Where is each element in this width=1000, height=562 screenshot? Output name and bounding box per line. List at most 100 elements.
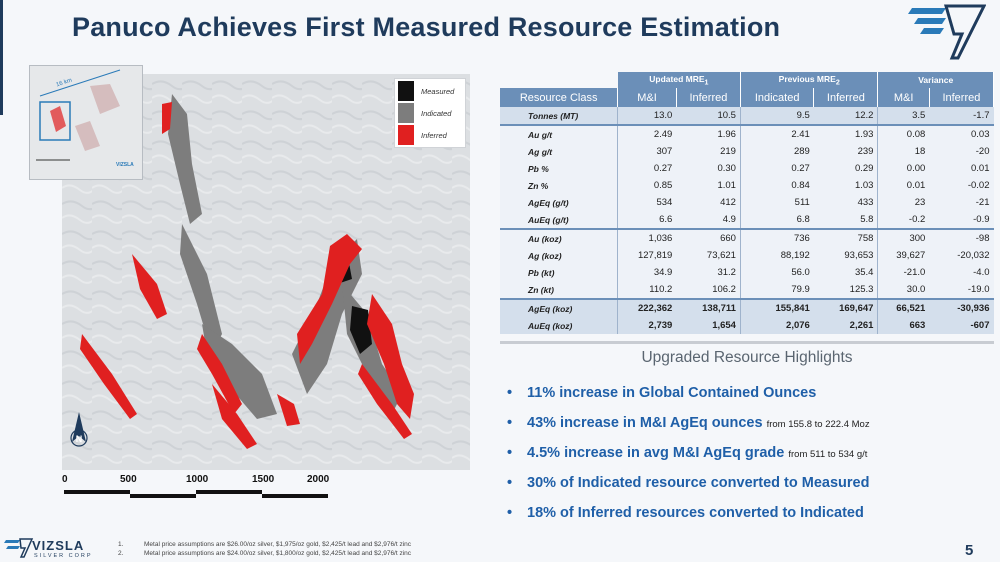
table-row: Au g/t 2.49 1.96 2.41 1.93 0.08 0.03: [500, 124, 994, 143]
table-cell: 106.2: [676, 281, 741, 299]
table-cell: 1.96: [676, 124, 741, 143]
row-label: Au g/t: [500, 124, 618, 143]
table-cell: 169,647: [813, 298, 878, 317]
table-cell: 66,521: [877, 298, 930, 317]
table-cell: 1.93: [813, 124, 878, 143]
table-cell: 35.4: [813, 264, 878, 281]
table-cell: 289: [739, 143, 814, 160]
table-cell: -20: [929, 143, 994, 160]
column-header: Inferred: [929, 88, 995, 107]
table-cell: 9.5: [739, 107, 814, 125]
table-cell: 0.01: [929, 160, 994, 177]
legend-inferred-swatch: [398, 125, 414, 145]
table-cell: 1,036: [617, 228, 677, 247]
table-cell: 663: [877, 317, 930, 334]
table-row: Ag g/t 307 219 289 239 18 -20: [500, 143, 994, 160]
table-cell: 34.9: [617, 264, 677, 281]
table-column-header-row: Resource Class M&I Inferred Indicated In…: [500, 88, 995, 107]
row-label: Au (koz): [500, 228, 618, 247]
table-cell: 0.27: [739, 160, 814, 177]
table-cell: 239: [813, 143, 878, 160]
row-label: Zn (kt): [500, 281, 618, 299]
table-cell: 4.9: [676, 211, 741, 229]
table-cell: 138,711: [676, 298, 741, 317]
table-cell: 110.2: [617, 281, 677, 299]
footnotes: 1. Metal price assumptions are $26.00/oz …: [118, 540, 411, 558]
table-row: Zn % 0.85 1.01 0.84 1.03 0.01 -0.02: [500, 177, 994, 194]
footer-logo: VIZSLA SILVER CORP: [4, 537, 94, 561]
table-cell: 88,192: [739, 247, 814, 264]
table-cell: 79.9: [739, 281, 814, 299]
table-cell: 12.2: [813, 107, 878, 125]
table-row: AuEq (koz) 2,739 1,654 2,076 2,261 663 -607: [500, 317, 994, 334]
table-cell: 300: [877, 228, 930, 247]
row-label: Pb (kt): [500, 264, 618, 281]
table-group-header-row: Updated MRE1 Previous MRE2 Variance: [500, 72, 994, 88]
table-cell: 219: [676, 143, 741, 160]
table-cell: 6.6: [617, 211, 677, 229]
legend-indicated-label: Indicated: [421, 109, 452, 118]
legend-indicated-swatch: [398, 103, 414, 123]
table-cell: 0.00: [877, 160, 930, 177]
footnote: 2. Metal price assumptions are $24.00/oz …: [118, 550, 412, 557]
highlight-item: • 43% increase in M&I AgEq ounces from 15…: [507, 415, 870, 431]
table-cell: 736: [739, 228, 814, 247]
table-cell: 1.03: [813, 177, 878, 194]
column-header: Indicated: [740, 88, 815, 107]
table-cell: -20,032: [929, 247, 994, 264]
highlight-item: • 30% of Indicated resource converted to …: [507, 475, 870, 491]
north-arrow-icon: N: [70, 412, 88, 447]
table-cell: 2,076: [739, 317, 814, 334]
column-header: Resource Class: [500, 88, 619, 107]
north-label: N: [76, 434, 83, 444]
footer-brand: VIZSLA: [32, 538, 85, 553]
table-row: Au (koz) 1,036 660 736 758 300 -98: [500, 228, 994, 247]
table-cell: -21.0: [877, 264, 930, 281]
table-cell: -1.7: [929, 107, 994, 125]
table-cell: 73,621: [676, 247, 741, 264]
page-title: Panuco Achieves First Measured Resource …: [72, 12, 781, 42]
row-label: Zn %: [500, 177, 618, 194]
table-row: AgEq (koz) 222,362 138,711 155,841 169,647 66…: [500, 298, 994, 317]
table-cell: 31.2: [676, 264, 741, 281]
table-cell: 13.0: [617, 107, 677, 125]
row-label: Ag (koz): [500, 247, 618, 264]
table-row: AgEq (g/t) 534 412 511 433 23 -21: [500, 194, 994, 211]
page-number: 5: [965, 542, 974, 559]
table-cell: 534: [617, 194, 677, 211]
column-header: M&I: [877, 88, 930, 107]
table-cell: 10.5: [676, 107, 741, 125]
table-cell: 30.0: [877, 281, 930, 299]
table-cell: 412: [676, 194, 741, 211]
table-body: Tonnes (MT) 13.0 10.5 9.5 12.2 3.5 -1.7 Au g/t 2…: [500, 107, 994, 334]
vizsla-logo-icon: [908, 4, 986, 60]
legend-inferred-label: Inferred: [421, 131, 447, 140]
scale-label: 1000: [186, 474, 209, 485]
table-row: Ag (koz) 127,819 73,621 88,192 93,653 39,627-…: [500, 247, 994, 264]
table-cell: 125.3: [813, 281, 878, 299]
table-cell: 0.27: [617, 160, 677, 177]
highlights-title: Upgraded Resource Highlights: [641, 349, 853, 366]
footnote: 1. Metal price assumptions are $26.00/oz …: [118, 541, 412, 548]
scale-label: 0: [62, 474, 68, 485]
legend-measured-label: Measured: [421, 87, 455, 96]
row-label: AgEq (koz): [500, 298, 618, 317]
table-cell: -0.02: [929, 177, 994, 194]
column-header: M&I: [617, 88, 677, 107]
table-cell: 2,739: [617, 317, 677, 334]
table-cell: 93,653: [813, 247, 878, 264]
table-cell: 155,841: [739, 298, 814, 317]
table-cell: 2.41: [739, 124, 814, 143]
table-cell: 2,261: [813, 317, 878, 334]
table-cell: 307: [617, 143, 677, 160]
location-inset-map: 16 km VIZSLA: [29, 65, 143, 180]
table-cell: -19.0: [929, 281, 994, 299]
table-cell: 222,362: [617, 298, 677, 317]
table-cell: 23: [877, 194, 930, 211]
row-label: AuEq (koz): [500, 317, 618, 334]
table-cell: 18: [877, 143, 930, 160]
table-row: Zn (kt) 110.2 106.2 79.9 125.3 30.0 -19.0: [500, 281, 994, 299]
map-legend: Measured Indicated Inferred: [394, 78, 466, 148]
row-label: Pb %: [500, 160, 618, 177]
